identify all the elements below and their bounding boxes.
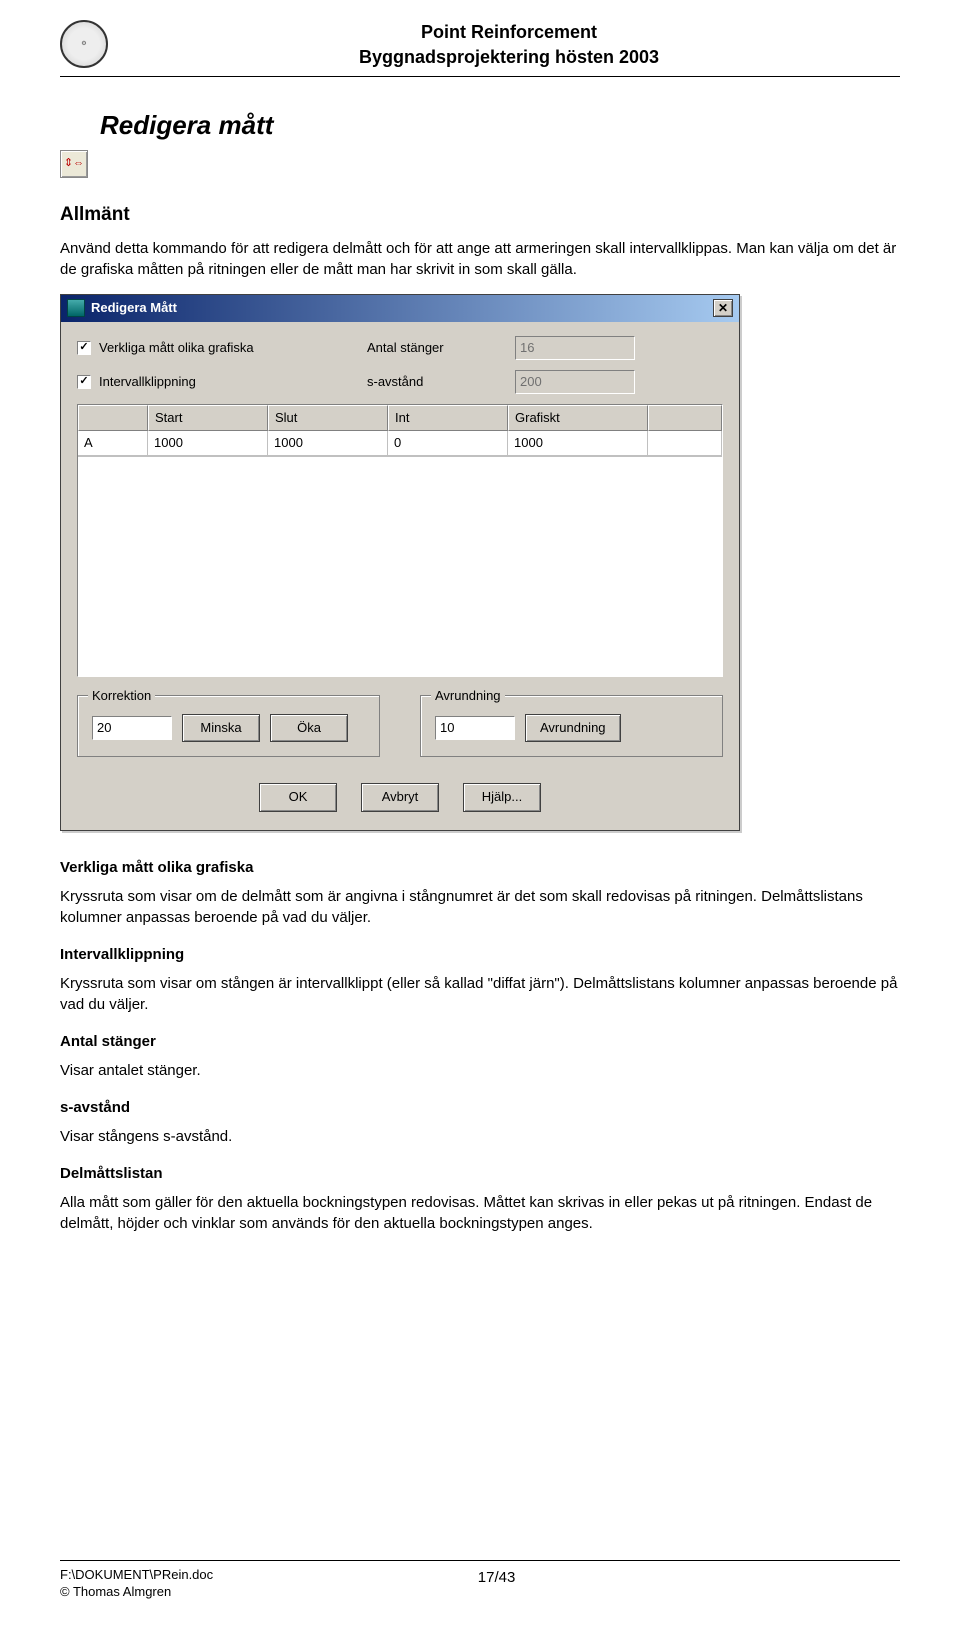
close-button[interactable]: ✕ xyxy=(713,299,733,317)
s-distance-label: s-avstånd xyxy=(367,373,507,391)
rounding-groupbox: Avrundning 10 Avrundning xyxy=(420,695,723,757)
s-distance-input: 200 xyxy=(515,370,635,394)
page-footer: F:\DOKUMENT\PRein.doc © Thomas Almgren 1… xyxy=(60,1560,900,1601)
school-logo-icon: ⚙ xyxy=(60,20,108,68)
help-button[interactable]: Hjälp... xyxy=(463,783,541,811)
s-heading: s-avstånd xyxy=(60,1097,900,1118)
table-empty-area xyxy=(78,456,722,676)
ok-button[interactable]: OK xyxy=(259,783,337,811)
count-label: Antal stänger xyxy=(367,339,507,357)
cell-int[interactable]: 0 xyxy=(388,431,508,456)
page-header: ⚙ Point Reinforcement Byggnadsprojekteri… xyxy=(60,20,900,77)
dialog-title: Redigera Mått xyxy=(91,299,177,317)
col-blank xyxy=(648,405,722,431)
increase-button[interactable]: Öka xyxy=(270,714,348,742)
delmatt-text: Alla mått som gäller för den aktuella bo… xyxy=(60,1192,900,1234)
rounding-input[interactable]: 10 xyxy=(435,716,515,740)
col-start: Start xyxy=(148,405,268,431)
correction-groupbox: Korrektion 20 Minska Öka xyxy=(77,695,380,757)
footer-copyright: © Thomas Almgren xyxy=(60,1584,213,1601)
real-vs-graphic-label: Verkliga mått olika grafiska xyxy=(99,339,359,357)
dialog-app-icon xyxy=(67,299,85,317)
header-title-1: Point Reinforcement xyxy=(118,20,900,45)
col-grafiskt: Grafiskt xyxy=(508,405,648,431)
cell-slut[interactable]: 1000 xyxy=(268,431,388,456)
cell-rowlabel: A xyxy=(78,431,148,456)
interval-clip-label: Intervallklippning xyxy=(99,373,359,391)
interval-clip-checkbox[interactable]: ✓ xyxy=(77,375,91,389)
dialog-titlebar: Redigera Mått ✕ xyxy=(61,295,739,321)
rounding-button[interactable]: Avrundning xyxy=(525,714,621,742)
table-row[interactable]: A 1000 1000 0 1000 xyxy=(78,431,722,456)
correction-legend: Korrektion xyxy=(88,687,155,705)
delmatt-heading: Delmåttslistan xyxy=(60,1163,900,1184)
verkliga-text: Kryssruta som visar om de delmått som är… xyxy=(60,886,900,928)
cell-grafiskt[interactable]: 1000 xyxy=(508,431,648,456)
cell-blank xyxy=(648,431,722,456)
rounding-legend: Avrundning xyxy=(431,687,505,705)
cancel-button[interactable]: Avbryt xyxy=(361,783,439,811)
edit-dimension-tool-icon: ⇕⇔ xyxy=(60,150,88,178)
page-title: Redigera mått xyxy=(100,107,900,143)
edit-dimension-dialog: Redigera Mått ✕ ✓ Verkliga mått olika gr… xyxy=(60,294,740,830)
intervall-heading: Intervallklippning xyxy=(60,944,900,965)
header-title-2: Byggnadsprojektering hösten 2003 xyxy=(118,45,900,70)
general-heading: Allmänt xyxy=(60,202,900,229)
correction-input[interactable]: 20 xyxy=(92,716,172,740)
intervall-text: Kryssruta som visar om stången är interv… xyxy=(60,973,900,1015)
col-slut: Slut xyxy=(268,405,388,431)
s-text: Visar stångens s-avstånd. xyxy=(60,1126,900,1147)
cell-start[interactable]: 1000 xyxy=(148,431,268,456)
antal-text: Visar antalet stänger. xyxy=(60,1060,900,1081)
decrease-button[interactable]: Minska xyxy=(182,714,260,742)
col-rowhead xyxy=(78,405,148,431)
footer-page-number: 17/43 xyxy=(213,1567,780,1601)
dimension-table: Start Slut Int Grafiskt A 1000 1000 0 10… xyxy=(77,404,723,677)
antal-heading: Antal stänger xyxy=(60,1031,900,1052)
intro-paragraph: Använd detta kommando för att redigera d… xyxy=(60,238,900,280)
footer-path: F:\DOKUMENT\PRein.doc xyxy=(60,1567,213,1584)
verkliga-heading: Verkliga mått olika grafiska xyxy=(60,857,900,878)
col-int: Int xyxy=(388,405,508,431)
real-vs-graphic-checkbox[interactable]: ✓ xyxy=(77,341,91,355)
count-input: 16 xyxy=(515,336,635,360)
